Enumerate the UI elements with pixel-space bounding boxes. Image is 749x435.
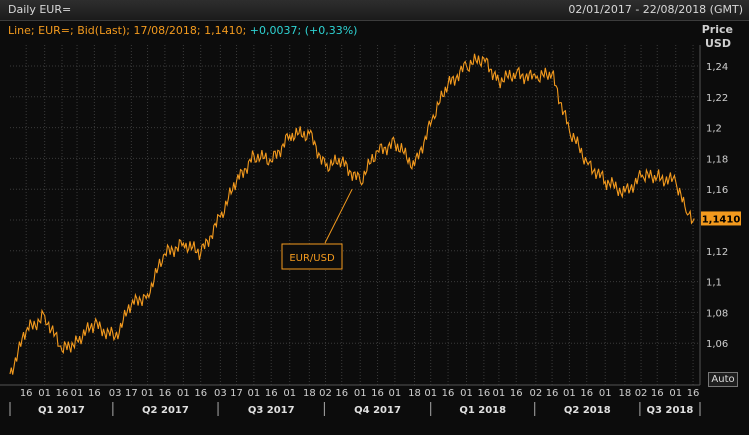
x-tick-label: 02 [319, 388, 332, 399]
x-tick-label: 16 [580, 388, 593, 399]
x-tick-label: 16 [510, 388, 523, 399]
x-tick-label: 17 [230, 388, 243, 399]
x-tick-label: 16 [687, 388, 700, 399]
chart-legend: Line; EUR=; Bid(Last); 17/08/2018; 1,141… [8, 24, 357, 38]
chart-area[interactable]: 16 01 16 01 16 03 17 01 16 01 16 03 17 01 16 01 18 02 16 01… [0, 21, 749, 435]
x-tick-label: 16 [335, 388, 348, 399]
y-tick-label: 1,22 [706, 93, 728, 104]
y-tick-label: 1,08 [706, 308, 728, 319]
x-tick-label: 16 [651, 388, 664, 399]
x-tick-label: 01 [177, 388, 190, 399]
x-tick-label: 01 [283, 388, 296, 399]
y-axis-title-price: Price [701, 23, 733, 36]
quarter-label: Q1 2018 [459, 405, 506, 416]
x-tick-label: 01 [389, 388, 402, 399]
annotation-box[interactable] [281, 243, 343, 270]
y-tick-label: 1,18 [706, 154, 728, 165]
x-tick-label: 16 [371, 388, 384, 399]
x-tick-label: 01 [424, 388, 437, 399]
last-value-marker [701, 211, 741, 226]
x-tick-label: 01 [248, 388, 261, 399]
x-tick-label: 16 [194, 388, 207, 399]
x-tick-label: 16 [442, 388, 455, 399]
y-tick-label: 1,24 [706, 62, 728, 73]
x-tick-label: 01 [563, 388, 576, 399]
x-tick-label: 16 [478, 388, 491, 399]
x-tick-label: 16 [546, 388, 559, 399]
x-tick-label: 03 [109, 388, 122, 399]
y-axis-title-currency: USD [705, 37, 731, 50]
quarter-label: Q2 2018 [564, 405, 611, 416]
legend-text: Line; EUR=; Bid(Last); 17/08/2018; 1,141… [8, 24, 247, 37]
x-tick-label: 18 [619, 388, 632, 399]
x-tick-label: 16 [265, 388, 278, 399]
window-titlebar: Daily EUR= 02/01/2017 - 22/08/2018 (GMT) [0, 0, 749, 21]
price-line[interactable] [9, 53, 695, 375]
y-tick-label: 1,2 [706, 124, 722, 135]
x-tick-label: 01 [71, 388, 84, 399]
x-tick-label: 01 [38, 388, 51, 399]
x-tick-label: 02 [635, 388, 648, 399]
annotation-leader [324, 188, 353, 244]
x-tick-label: 01 [141, 388, 154, 399]
annotation-label: EUR/USD [289, 253, 335, 264]
quarter-label: Q2 2017 [142, 405, 189, 416]
last-value-label: 1,1410 [702, 214, 741, 225]
x-tick-label: 01 [669, 388, 682, 399]
x-tick-label: 01 [354, 388, 367, 399]
x-tick-label: 16 [56, 388, 69, 399]
x-tick-label: 01 [460, 388, 473, 399]
quarter-label: Q3 2018 [647, 405, 694, 416]
y-tick-label: 1,12 [706, 247, 728, 258]
x-tick-label: 03 [214, 388, 227, 399]
x-tick-label: 16 [88, 388, 101, 399]
auto-scale-button[interactable]: Auto [708, 372, 738, 387]
x-tick-label: 01 [599, 388, 612, 399]
chart-title: Daily EUR= [8, 3, 72, 16]
y-tick-label: 1,06 [706, 339, 728, 350]
x-tick-label: 16 [20, 388, 33, 399]
legend-change: +0,0037; (+0,33%) [249, 24, 358, 37]
date-range: 02/01/2017 - 22/08/2018 (GMT) [568, 3, 743, 16]
y-tick-label: 1,16 [706, 185, 728, 196]
y-tick-label: 1,1 [706, 278, 722, 289]
x-tick-label: 18 [303, 388, 316, 399]
quarter-label: Q3 2017 [248, 405, 295, 416]
x-tick-label: 17 [125, 388, 138, 399]
x-tick-label: 01 [493, 388, 506, 399]
price-chart[interactable]: 16 01 16 01 16 03 17 01 16 01 16 03 17 01 16 01 18 02 16 01… [0, 21, 749, 435]
x-tick-label: 02 [530, 388, 543, 399]
x-tick-label: 18 [408, 388, 421, 399]
quarter-label: Q1 2017 [38, 405, 85, 416]
x-tick-label: 16 [159, 388, 172, 399]
quarter-label: Q4 2017 [354, 405, 401, 416]
